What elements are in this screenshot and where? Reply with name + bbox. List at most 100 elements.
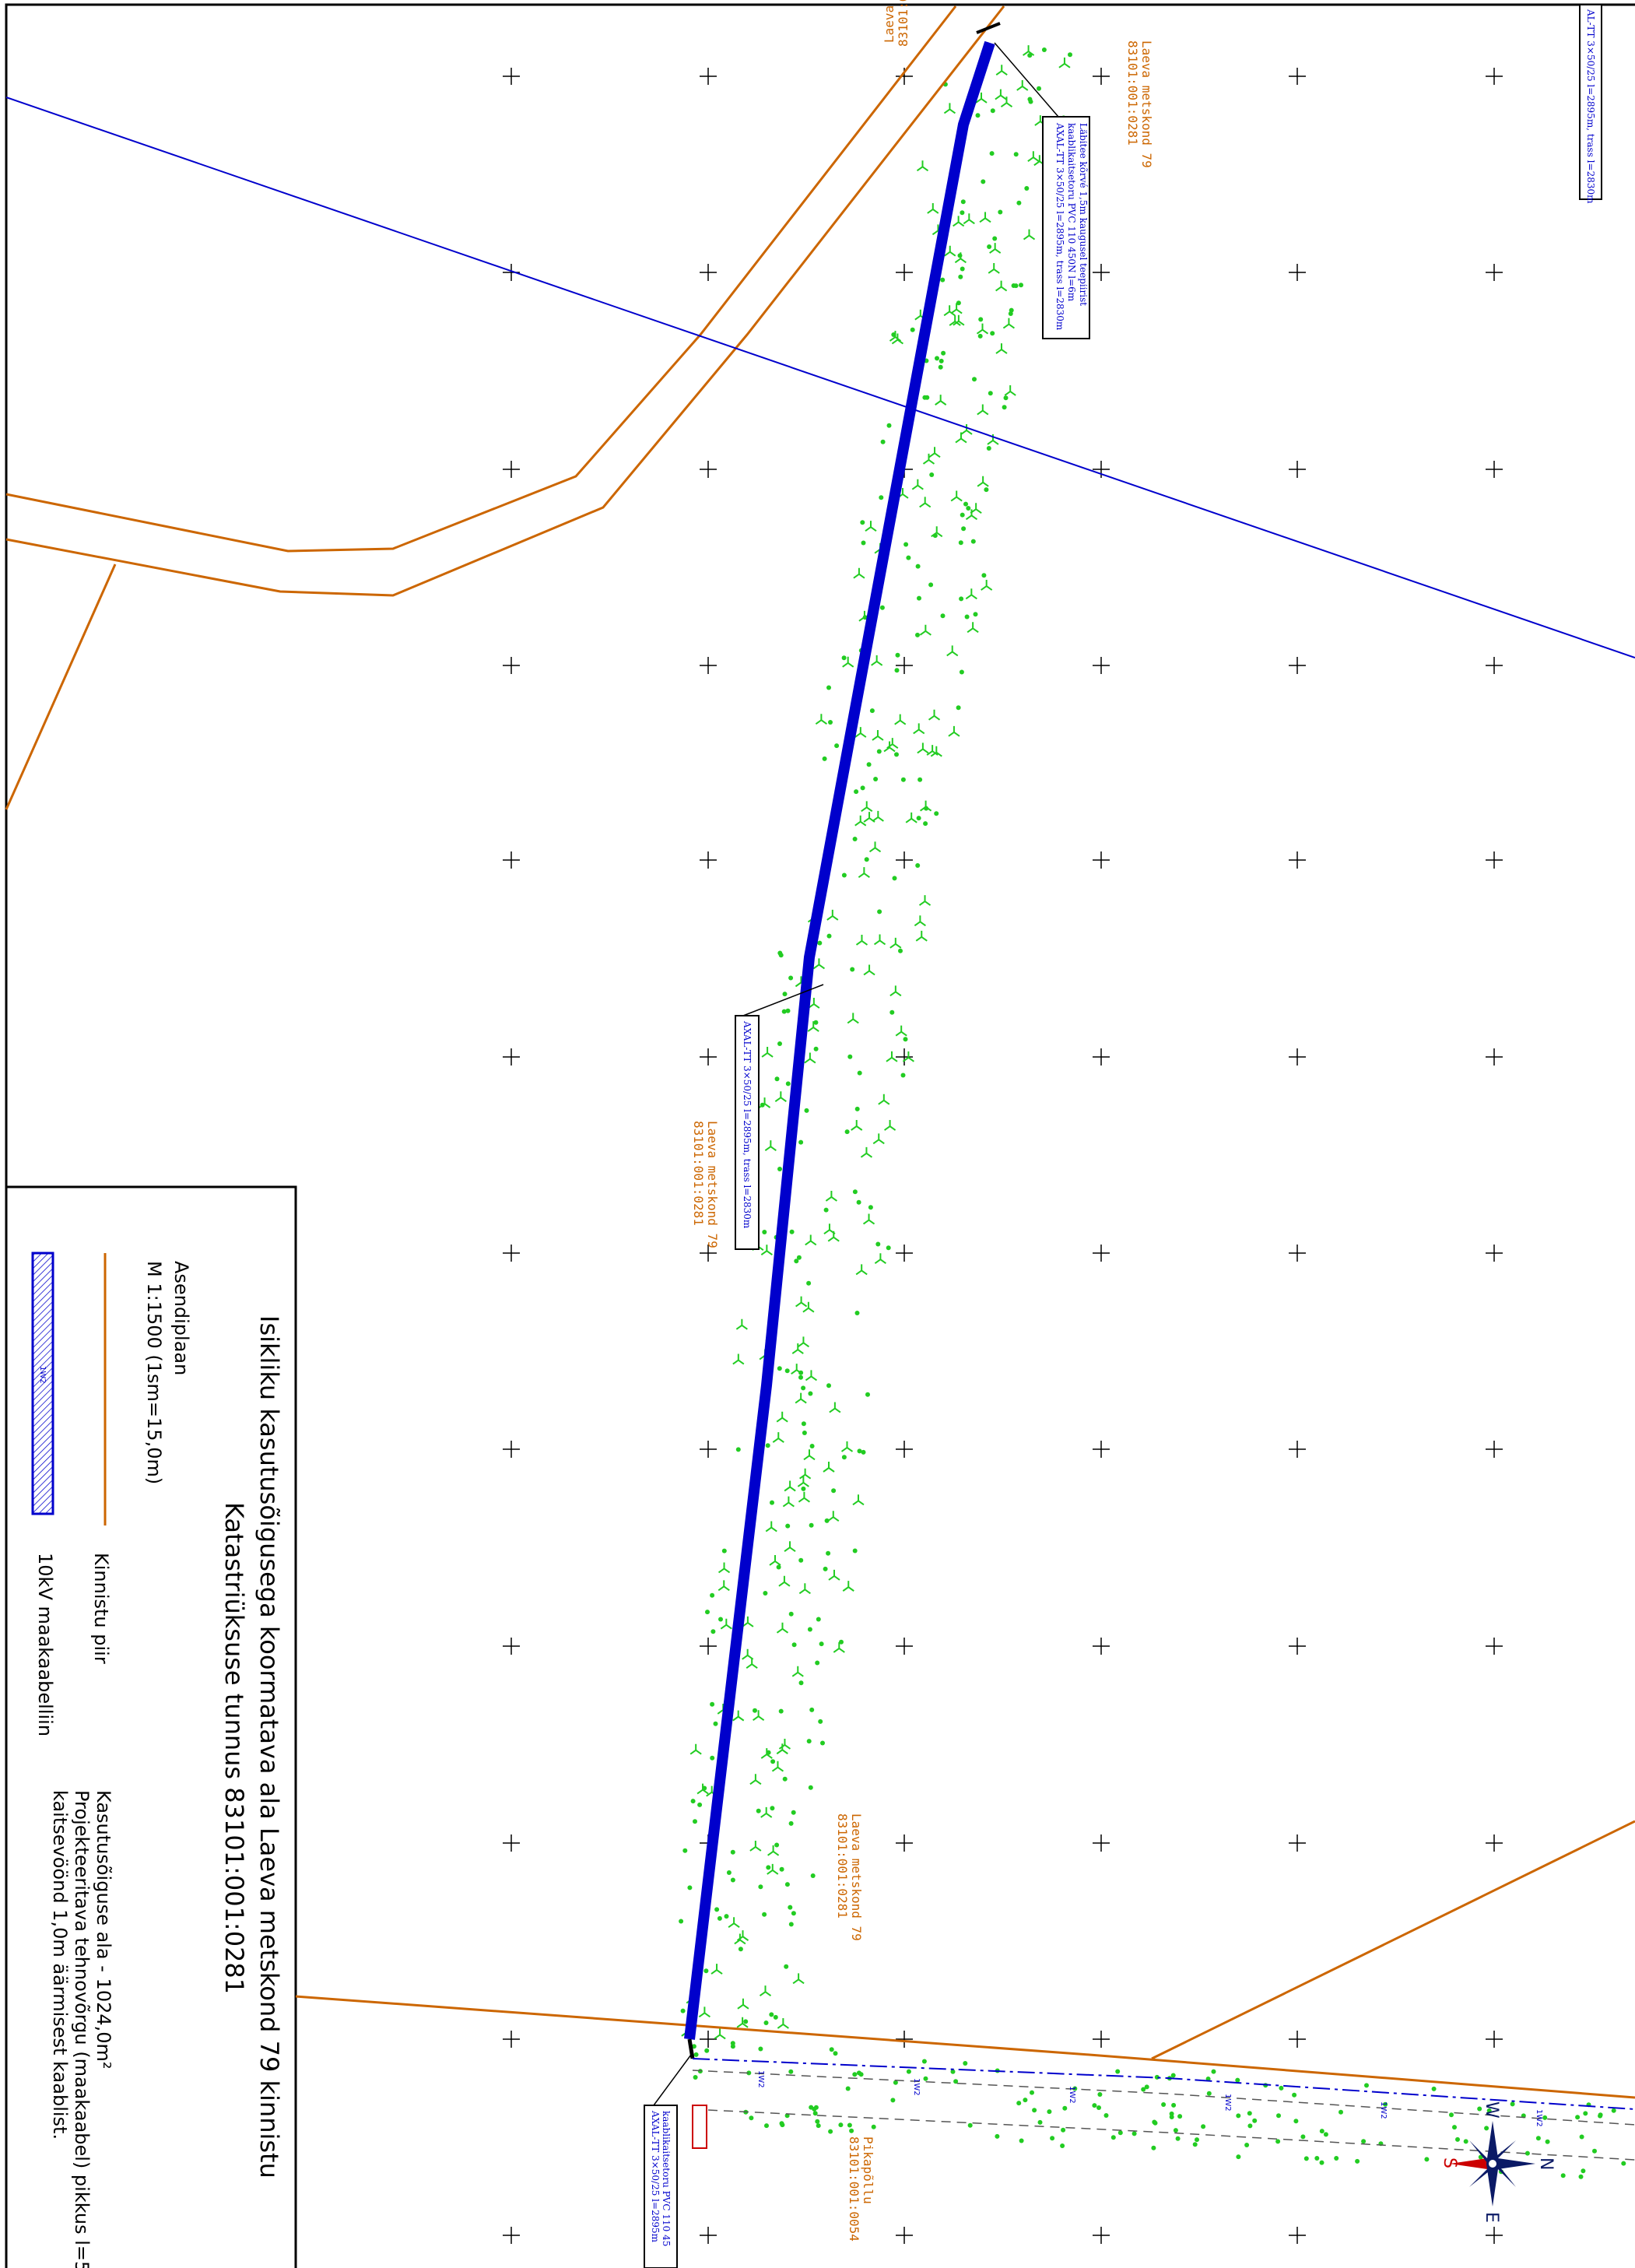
vegetation-dot (785, 1523, 791, 1529)
vegetation-dot (776, 1564, 781, 1570)
vegetation-dot (1151, 2145, 1156, 2150)
vegetation-dot (807, 1627, 812, 1632)
vegetation-dot (915, 863, 921, 868)
vegetation-dot (958, 540, 963, 546)
title-line-2: Katastriüksuse tunnus 83101:001:0281 (219, 1502, 249, 1994)
cable-marker: 1W2 (1535, 2109, 1543, 2127)
vegetation-dot (854, 1106, 860, 1111)
vegetation-dot (679, 1919, 684, 1924)
vegetation-dot (923, 821, 928, 827)
cable-label-text: AXAL-TT 3×50/25 l=2895m, trass l=2830m (742, 1020, 753, 1229)
vegetation-dot (1611, 2108, 1616, 2113)
vegetation-dot (796, 1255, 802, 1260)
vegetation-dot (809, 1522, 814, 1528)
vegetation-dot (903, 1037, 908, 1042)
vegetation-dot (940, 277, 946, 283)
vegetation-dot (1355, 2158, 1360, 2164)
vegetation-tree (698, 2006, 710, 2018)
vegetation-tree (804, 1052, 816, 1064)
vegetation-dot (959, 669, 964, 675)
vegetation-dot (981, 573, 987, 578)
vegetation-dot (788, 1820, 794, 1826)
vegetation-dot (763, 1591, 768, 1596)
vegetation-dot (1383, 2101, 1388, 2107)
vegetation-dot (861, 1449, 866, 1455)
vegetation-dot (988, 391, 993, 396)
vegetation-dot (753, 1708, 757, 1713)
vegetation-dot (710, 1629, 716, 1634)
vegetation-dot (1339, 2109, 1343, 2115)
grid-cross (1289, 1638, 1306, 1655)
cable-label-right-top: AL-TT 3×50/25 l=2895m, trass l=2830m (1579, 4, 1602, 204)
vegetation-tree (797, 1476, 809, 1487)
vegetation-tree (981, 580, 993, 591)
vegetation-dot (903, 542, 909, 547)
grid-cross (1093, 2031, 1110, 2048)
vegetation-dot (921, 2059, 927, 2064)
vegetation-dot (831, 1488, 837, 1494)
vegetation-tree (943, 103, 956, 114)
vegetation-dot (1292, 2092, 1297, 2098)
vegetation-tree (975, 92, 988, 104)
grid-cross (1289, 1834, 1306, 1852)
grid-cross (503, 1638, 520, 1655)
vegetation-dot (774, 1842, 780, 1848)
vegetation-dot (1236, 2154, 1241, 2160)
vegetation-dot (1171, 2102, 1177, 2108)
vegetation-dot (1201, 2124, 1206, 2129)
compass-label-e: E (1482, 2212, 1501, 2223)
vegetation-dot (861, 540, 866, 546)
vegetation-dot (998, 209, 1003, 215)
vegetation-dot (1175, 2136, 1181, 2141)
vegetation-dot (916, 816, 921, 821)
vegetation-dot (813, 2105, 819, 2110)
vegetation-dot (730, 1849, 735, 1855)
parcel-label-laeva-mid-id: 83101:001:0281 (691, 1121, 706, 1226)
grid-cross (503, 68, 520, 85)
vegetation-dot (986, 446, 991, 451)
vegetation-dot (1319, 2129, 1324, 2134)
parcel-label-road-id: 83101:001:0278 (896, 0, 910, 47)
parcel-label-laeva-mid-name: Laeva metskond 79 (705, 1121, 720, 1248)
lower-cable-lines (692, 2058, 1635, 2161)
vegetation-dot (894, 752, 899, 757)
vegetation-dot (966, 506, 971, 511)
vegetation-dot (756, 1808, 761, 1813)
vegetation-tree (805, 1370, 818, 1382)
grid-cross (1289, 1048, 1306, 1066)
vegetation-dot (1117, 2130, 1123, 2136)
vegetation-tree (728, 1917, 740, 1929)
vegetation-dot (774, 1076, 780, 1082)
grid-cross (503, 2227, 520, 2244)
coordinate-grid (503, 68, 1503, 2244)
vegetation-dot (1452, 2125, 1457, 2130)
road-boundary-upper (5, 5, 957, 553)
vegetation-dot (1211, 2069, 1216, 2074)
vegetation-dot (808, 1391, 813, 1396)
vegetation-dot (1583, 2111, 1588, 2116)
legend-cable-symbol-text: 1W2 (38, 1366, 47, 1384)
vegetation-dot (1484, 2126, 1489, 2131)
grid-cross (700, 657, 717, 674)
vegetation-tree (795, 1296, 808, 1308)
cable-label-bottom: AXAL-TT 3×50/25 l=2895m kaablikaitsetoru… (644, 2054, 692, 2268)
grid-cross (1093, 68, 1110, 85)
vegetation-dot (1424, 2157, 1430, 2162)
vegetation-dot (1110, 2135, 1116, 2140)
vegetation-dot (1023, 2098, 1028, 2103)
vegetation-tree (710, 1964, 723, 1975)
parcel-label-laeva-low-id: 83101:001:0281 (835, 1813, 850, 1919)
vegetation-tree (995, 65, 1008, 76)
vegetation-dot (923, 2076, 928, 2081)
vegetation-dot (826, 1550, 831, 1556)
vegetation-tree (823, 1462, 835, 1473)
vegetation-tree (753, 1710, 765, 1722)
vegetation-dot (1050, 2136, 1055, 2141)
vegetation-dot (990, 331, 995, 336)
vegetation-tree (860, 1146, 873, 1158)
vegetation-dot (1247, 2123, 1253, 2129)
vegetation-tree (914, 915, 926, 927)
vegetation-dot (1170, 2073, 1176, 2078)
grid-cross (896, 2227, 913, 2244)
parcel-label-laeva-top-id: 83101:001:0281 (1125, 40, 1140, 146)
